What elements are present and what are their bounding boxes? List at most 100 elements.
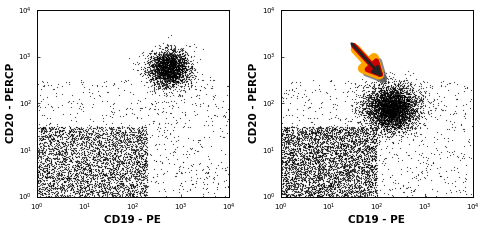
- Point: [400, 110, 408, 114]
- Point: [171, 71, 179, 75]
- Point: [50, 146, 58, 150]
- Point: [167, 67, 175, 71]
- Point: [391, 106, 398, 110]
- Point: [354, 194, 362, 198]
- Point: [141, 161, 149, 165]
- Point: [172, 73, 180, 77]
- Point: [135, 164, 143, 167]
- Point: [393, 104, 400, 108]
- Point: [372, 91, 380, 95]
- Point: [292, 163, 300, 166]
- Point: [315, 188, 323, 191]
- Point: [391, 100, 398, 104]
- Point: [350, 144, 358, 148]
- Point: [394, 131, 402, 134]
- Point: [418, 101, 425, 105]
- Point: [290, 134, 298, 138]
- Point: [383, 81, 391, 84]
- Point: [312, 151, 320, 155]
- Point: [302, 148, 309, 152]
- Point: [117, 139, 125, 142]
- Point: [103, 190, 111, 194]
- Point: [330, 128, 338, 132]
- Point: [388, 99, 395, 102]
- Point: [305, 152, 313, 155]
- Point: [377, 94, 385, 98]
- Point: [283, 133, 291, 137]
- Point: [385, 105, 393, 108]
- Point: [382, 111, 390, 115]
- Point: [85, 90, 93, 94]
- Point: [312, 131, 319, 135]
- Point: [164, 73, 172, 77]
- Point: [76, 167, 84, 171]
- Point: [399, 118, 407, 122]
- Point: [176, 59, 183, 63]
- Point: [174, 61, 182, 65]
- Point: [360, 142, 368, 146]
- Point: [358, 131, 365, 134]
- Point: [371, 100, 378, 104]
- Point: [161, 67, 169, 70]
- Point: [281, 179, 288, 183]
- Point: [378, 103, 386, 107]
- Point: [62, 176, 70, 180]
- Point: [306, 168, 314, 172]
- Point: [151, 67, 159, 71]
- Point: [389, 111, 396, 115]
- Point: [378, 104, 385, 108]
- Point: [372, 191, 379, 195]
- Point: [282, 152, 290, 155]
- Point: [392, 90, 400, 94]
- Point: [400, 121, 408, 125]
- Point: [344, 159, 352, 163]
- Point: [398, 103, 406, 106]
- Point: [167, 75, 175, 78]
- Point: [37, 163, 45, 167]
- Point: [373, 124, 380, 128]
- Point: [369, 132, 377, 135]
- Point: [137, 125, 145, 129]
- Point: [159, 71, 167, 75]
- Point: [358, 171, 366, 174]
- Point: [391, 88, 398, 92]
- Point: [326, 181, 334, 185]
- Point: [356, 105, 363, 108]
- Point: [385, 99, 393, 103]
- Point: [359, 130, 366, 134]
- Point: [406, 106, 414, 109]
- Point: [367, 146, 375, 149]
- Point: [377, 111, 385, 114]
- Point: [171, 49, 179, 53]
- Point: [139, 186, 147, 189]
- Point: [348, 156, 356, 160]
- Point: [212, 185, 220, 189]
- Point: [141, 133, 149, 137]
- Point: [421, 176, 428, 180]
- Point: [89, 163, 96, 167]
- Point: [391, 100, 398, 104]
- Point: [449, 168, 457, 171]
- Point: [399, 120, 407, 124]
- Point: [332, 194, 340, 197]
- Point: [405, 117, 412, 121]
- Point: [95, 149, 103, 153]
- Point: [287, 113, 295, 117]
- Point: [376, 106, 383, 109]
- Point: [280, 136, 288, 140]
- Point: [117, 121, 125, 125]
- Point: [415, 91, 423, 94]
- Point: [186, 78, 194, 82]
- Point: [190, 73, 198, 77]
- Point: [347, 146, 354, 150]
- Point: [178, 64, 185, 68]
- Point: [307, 193, 315, 197]
- Point: [295, 167, 303, 170]
- Point: [111, 151, 119, 155]
- Point: [447, 150, 455, 153]
- Point: [337, 155, 345, 158]
- Point: [389, 108, 397, 111]
- Point: [95, 147, 103, 150]
- Point: [362, 128, 370, 132]
- Point: [357, 127, 365, 131]
